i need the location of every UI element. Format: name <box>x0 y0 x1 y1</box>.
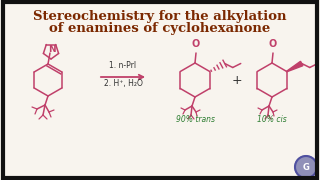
Text: 1. n-PrI: 1. n-PrI <box>109 61 137 70</box>
Text: of enamines of cyclohexanone: of enamines of cyclohexanone <box>49 22 271 35</box>
Text: O: O <box>192 39 200 49</box>
Circle shape <box>295 156 317 178</box>
Text: N: N <box>48 46 56 55</box>
Text: G: G <box>303 163 309 172</box>
Text: 10% cis: 10% cis <box>257 114 287 123</box>
Text: 90% trans: 90% trans <box>175 114 214 123</box>
Text: 2. H⁺, H₂O: 2. H⁺, H₂O <box>104 79 142 88</box>
Text: +: + <box>232 73 242 87</box>
Polygon shape <box>287 61 303 72</box>
Text: Stereochemistry for the alkylation: Stereochemistry for the alkylation <box>33 10 287 23</box>
Text: O: O <box>269 39 277 49</box>
